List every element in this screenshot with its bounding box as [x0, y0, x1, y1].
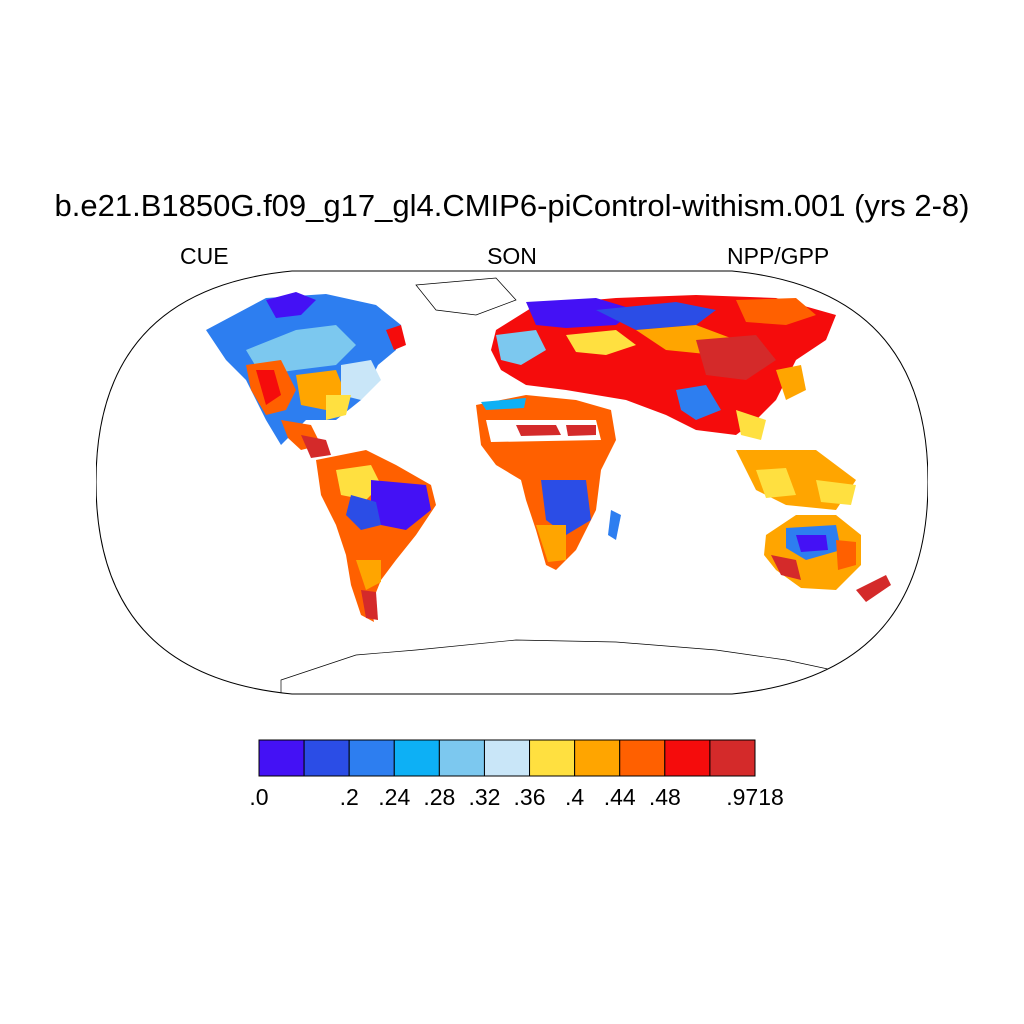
season-label: SON: [487, 243, 537, 269]
colorbar-tick-label: .24: [378, 784, 411, 810]
colorbar-swatch: [529, 739, 576, 777]
southeast-asia: [736, 450, 856, 510]
colorbar-swatch: [258, 739, 305, 777]
colorbar-tick-label: .44: [603, 784, 636, 810]
colorbar-tick-label: .32: [468, 784, 501, 810]
colorbar-tick-label: .9718: [726, 784, 784, 810]
colorbar-swatch: [574, 739, 621, 777]
colorbar-swatch: [393, 739, 440, 777]
world-map: [96, 270, 928, 695]
colorbar-tick-label: .0: [249, 784, 269, 810]
plot-title: b.e21.B1850G.f09_g17_gl4.CMIP6-piControl…: [54, 188, 970, 223]
south-america: [316, 450, 436, 622]
colorbar-swatch: [619, 739, 666, 777]
units-label: NPP/GPP: [727, 243, 830, 269]
colorbar-swatch: [303, 739, 350, 777]
australia: [764, 515, 891, 602]
colorbar-tick-label: .28: [423, 784, 456, 810]
colorbar-tick-label: .36: [513, 784, 546, 810]
africa: [476, 395, 621, 570]
colorbar-tick-label: .48: [648, 784, 681, 810]
colorbar-swatch: [709, 739, 756, 777]
variable-label: CUE: [180, 243, 229, 269]
colorbar-swatch: [483, 739, 531, 777]
colorbar: [258, 739, 756, 777]
colorbar-swatch: [664, 739, 711, 777]
colorbar-swatch: [348, 739, 395, 777]
eurasia: [491, 295, 836, 440]
colorbar-tick-label: .4: [565, 784, 585, 810]
north-america: [206, 292, 406, 458]
colorbar-swatch: [438, 739, 485, 777]
colorbar-tick-label: .2: [339, 784, 359, 810]
